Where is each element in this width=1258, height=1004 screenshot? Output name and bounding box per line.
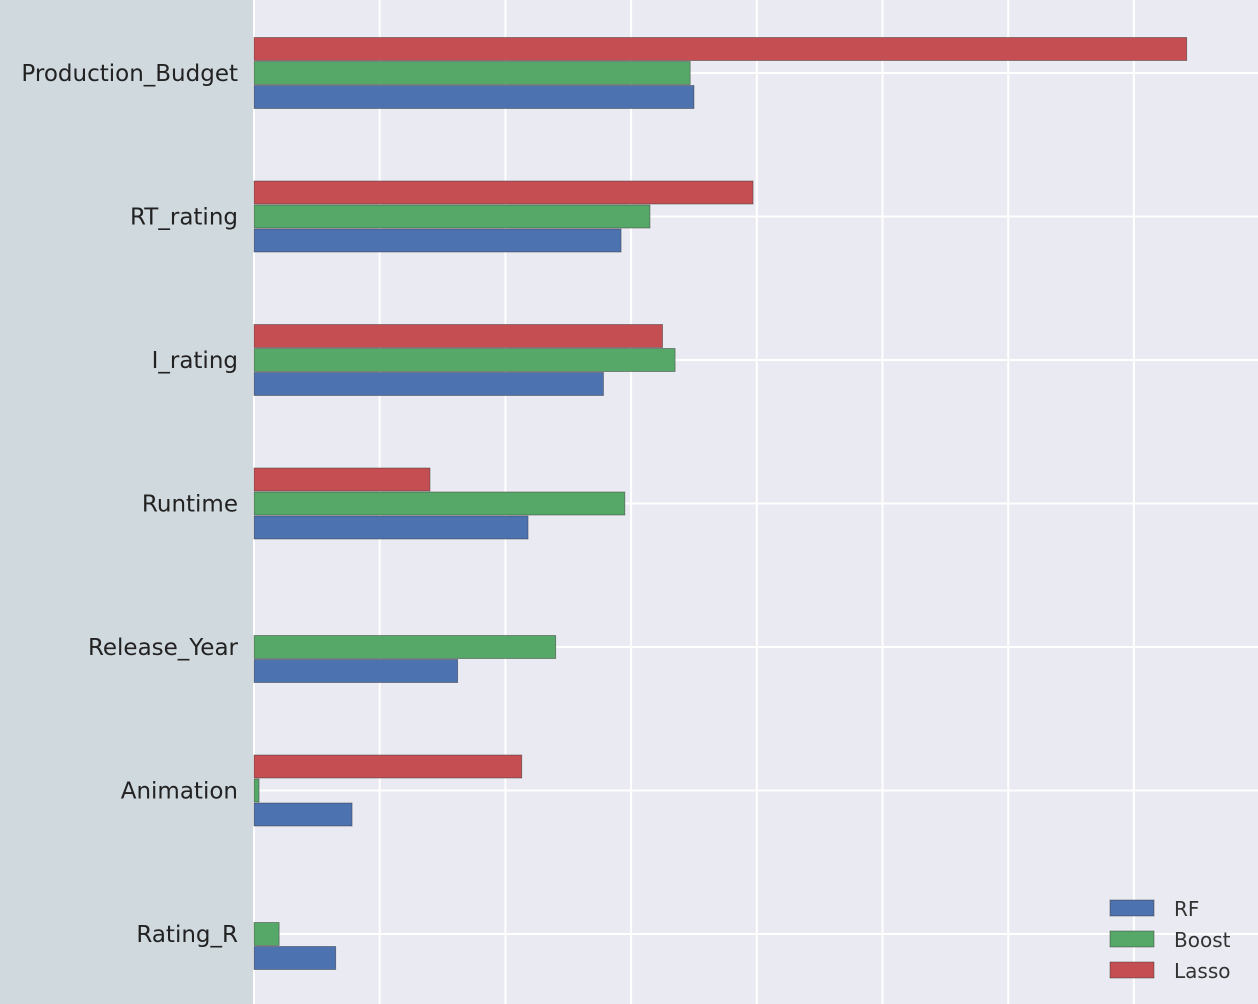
legend: RF Boost Lasso [1109, 897, 1231, 983]
category-label: Rating_R [136, 922, 238, 948]
bar-boost-rt-rating [253, 204, 651, 229]
category-labels: Production_Budget RT_rating I_rating Runtim… [21, 61, 238, 948]
category-label: Release_Year [88, 635, 239, 661]
category-label: RT_rating [130, 205, 238, 231]
category-label: Production_Budget [21, 61, 238, 87]
bar-lasso-rt-rating [253, 180, 754, 205]
legend-swatch-lasso [1109, 961, 1155, 979]
legend-swatch-boost [1109, 930, 1155, 948]
bar-boost-rating-r [253, 922, 280, 946]
bar-boost-release-year [253, 635, 557, 659]
bar-rf-runtime [253, 515, 529, 540]
bar-boost-runtime [253, 491, 626, 516]
bar-lasso-production-budget [253, 37, 1188, 61]
bar-lasso-i-rating [253, 324, 663, 348]
legend-swatch-rf [1109, 899, 1155, 917]
bar-rf-release-year [253, 659, 459, 683]
category-label: Runtime [142, 492, 238, 518]
bar-boost-production-budget [253, 61, 691, 85]
bar-rf-animation [253, 802, 353, 827]
bar-rf-rt-rating [253, 228, 622, 253]
bar-lasso-runtime [253, 467, 431, 492]
bar-rf-production-budget [253, 85, 695, 109]
bar-boost-animation [253, 778, 260, 803]
legend-label-rf: RF [1174, 897, 1199, 921]
category-label: Animation [121, 779, 238, 805]
bar-rf-i-rating [253, 372, 604, 396]
category-label: I_rating [152, 348, 238, 374]
legend-label-boost: Boost [1174, 928, 1231, 952]
bar-boost-i-rating [253, 348, 676, 372]
bars-layer [253, 37, 1188, 970]
bar-lasso-animation [253, 754, 523, 779]
legend-label-lasso: Lasso [1174, 959, 1230, 983]
bar-rf-rating-r [253, 946, 337, 970]
